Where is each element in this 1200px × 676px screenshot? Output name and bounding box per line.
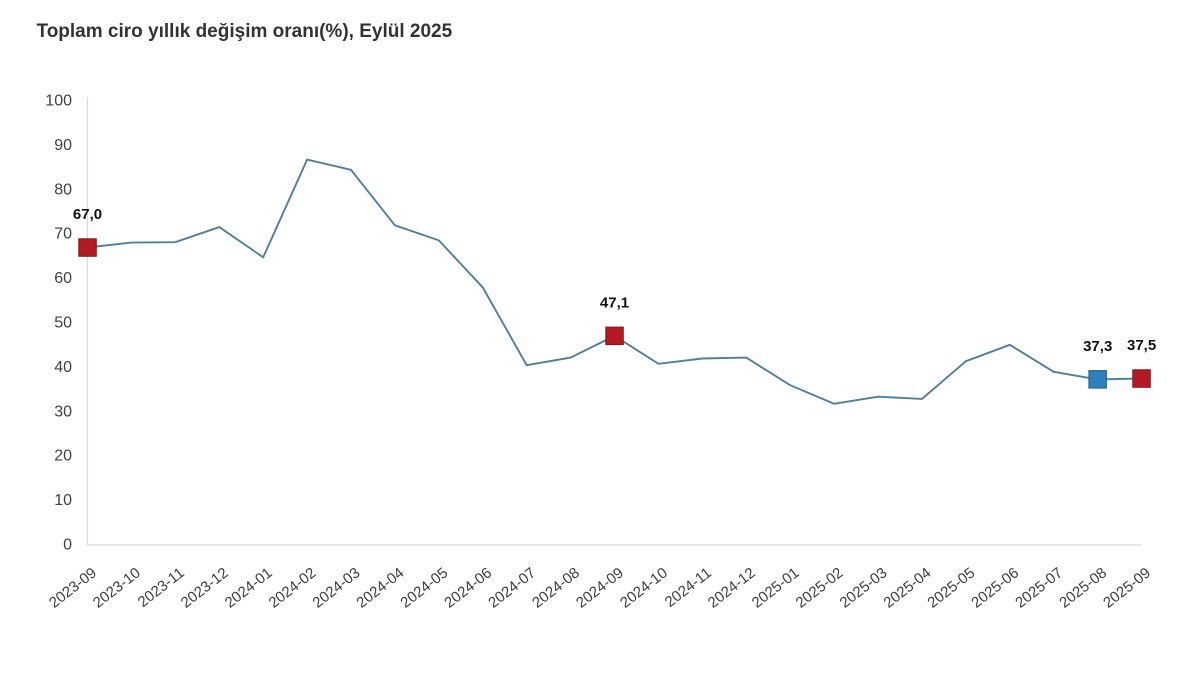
- svg-text:2024-05: 2024-05: [397, 564, 451, 611]
- svg-text:40: 40: [54, 359, 72, 376]
- svg-text:2025-07: 2025-07: [1012, 564, 1066, 611]
- svg-text:2024-08: 2024-08: [529, 564, 583, 611]
- svg-text:37,3: 37,3: [1083, 338, 1112, 355]
- svg-text:2025-06: 2025-06: [968, 564, 1022, 611]
- svg-text:2024-07: 2024-07: [485, 564, 539, 611]
- svg-text:2024-04: 2024-04: [353, 564, 407, 611]
- svg-text:2025-04: 2025-04: [881, 564, 935, 611]
- svg-text:2023-09: 2023-09: [46, 564, 100, 611]
- svg-text:50: 50: [54, 315, 72, 332]
- svg-text:2024-11: 2024-11: [662, 564, 715, 611]
- svg-text:20: 20: [54, 448, 72, 465]
- svg-text:2024-12: 2024-12: [705, 564, 759, 611]
- svg-text:2024-01: 2024-01: [222, 564, 276, 611]
- svg-text:2025-02: 2025-02: [793, 564, 847, 611]
- svg-text:2023-12: 2023-12: [178, 564, 232, 611]
- svg-text:90: 90: [54, 137, 72, 154]
- svg-text:2023-11: 2023-11: [135, 564, 188, 611]
- svg-text:2024-06: 2024-06: [441, 564, 495, 611]
- svg-text:0: 0: [63, 537, 72, 554]
- svg-text:Toplam ciro yıllık değişim ora: Toplam ciro yıllık değişim oranı(%), Eyl…: [37, 21, 453, 42]
- svg-text:100: 100: [45, 93, 72, 110]
- svg-text:70: 70: [54, 226, 72, 243]
- svg-text:2025-08: 2025-08: [1056, 564, 1110, 611]
- svg-text:2024-09: 2024-09: [573, 564, 627, 611]
- svg-text:2025-01: 2025-01: [749, 564, 803, 611]
- svg-text:2025-05: 2025-05: [924, 564, 978, 611]
- svg-text:67,0: 67,0: [73, 206, 102, 223]
- svg-text:2024-02: 2024-02: [266, 564, 320, 611]
- svg-text:80: 80: [54, 181, 72, 198]
- svg-text:30: 30: [54, 403, 72, 420]
- svg-text:37,5: 37,5: [1127, 337, 1156, 354]
- svg-text:47,1: 47,1: [600, 294, 629, 311]
- svg-text:2025-09: 2025-09: [1100, 564, 1154, 611]
- svg-text:10: 10: [54, 492, 72, 509]
- svg-text:60: 60: [54, 270, 72, 287]
- svg-text:2025-03: 2025-03: [837, 564, 891, 611]
- svg-text:2024-03: 2024-03: [310, 564, 364, 611]
- svg-text:2024-10: 2024-10: [617, 564, 671, 611]
- svg-text:2023-10: 2023-10: [90, 564, 144, 611]
